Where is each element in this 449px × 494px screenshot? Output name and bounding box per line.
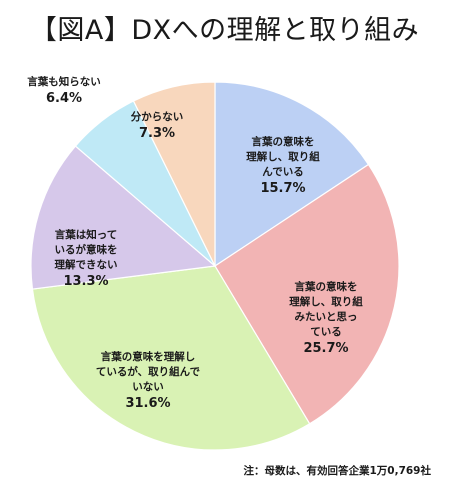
slice-label-5: 言葉も知らない 6.4% [27, 75, 101, 106]
slice-value-label: 6.4% [46, 91, 82, 106]
slice-label-6: 分からない 7.3% [131, 110, 184, 141]
slice-value-label: 13.3% [63, 274, 108, 289]
pie-slice-3 [31, 265, 311, 451]
slice-category-text: んでいる [262, 166, 303, 178]
slice-value-label: 15.7% [260, 181, 305, 196]
slice-category-text: 言葉の意味を [252, 135, 315, 148]
chart-title: 【図A】DXへの理解と取り組み [29, 15, 420, 46]
slice-category-text: みたいと思っ [295, 311, 358, 323]
slice-category-text: いるが意味を [55, 243, 118, 256]
pie-slice-1 [214, 81, 370, 268]
slice-value-label: 7.3% [139, 126, 175, 141]
slice-category-text: 言葉も知らない [27, 75, 101, 88]
slice-category-text: 分からない [131, 110, 184, 123]
slice-category-text: 言葉の意味を理解し [101, 350, 196, 363]
slice-category-text: ているが、取り組んで [96, 365, 201, 378]
slice-category-text: 理解し、取り組 [246, 150, 320, 163]
slice-category-text: いない [132, 381, 164, 393]
footnote: 注：母数は、有効回答企業1万0,769社 [243, 465, 431, 477]
slice-category-text: 理解できない [55, 258, 118, 271]
slice-value-label: 25.7% [303, 341, 348, 356]
slice-category-text: 理解し、取り組 [289, 295, 363, 308]
slice-category-text: ている [310, 326, 342, 338]
pie-slice-6 [132, 81, 216, 267]
slice-category-text: 言葉は知って [55, 228, 117, 241]
slice-value-label: 31.6% [125, 396, 170, 411]
pie-slice-2 [214, 163, 400, 425]
pie-slice-4 [30, 145, 217, 290]
slice-category-text: 言葉の意味を [295, 280, 358, 293]
